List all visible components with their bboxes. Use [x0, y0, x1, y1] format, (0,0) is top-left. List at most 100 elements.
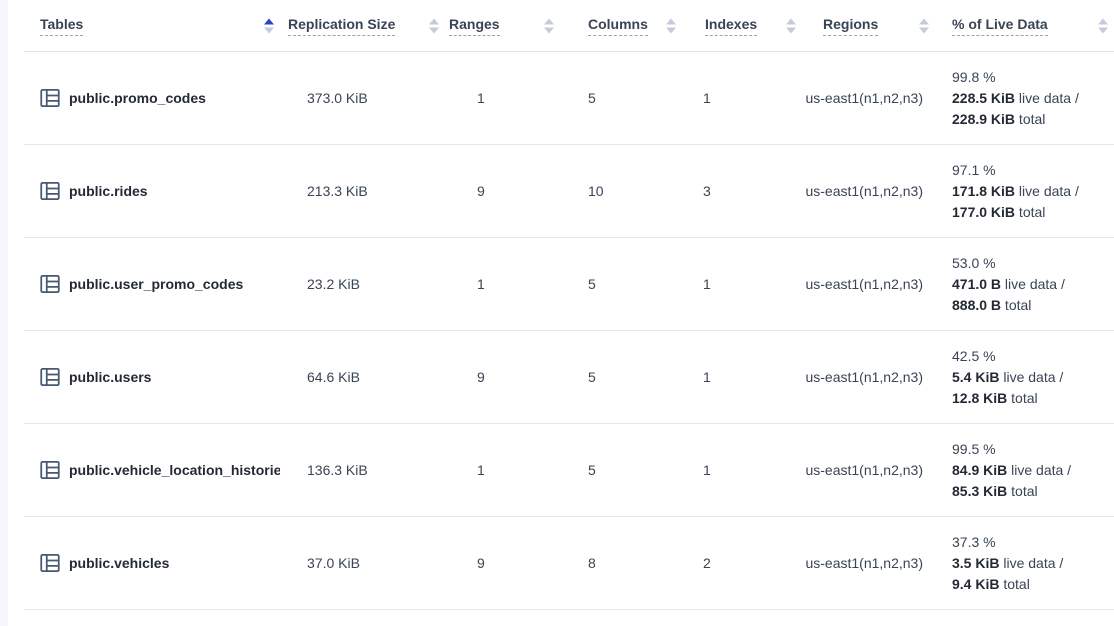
table-name-link[interactable]: public.users [69, 369, 152, 385]
sort-up-arrow-icon [1098, 18, 1108, 24]
regions-cell: us-east1(n1,n2,n3) [805, 90, 923, 106]
replication-size-cell: 37.0 KiB [307, 555, 360, 571]
sort-down-arrow-icon [544, 27, 554, 33]
column-header-columns[interactable]: Columns [560, 0, 682, 51]
total-data-line: 12.8 KiB total [952, 388, 1114, 409]
table-name-cell: public.promo_codes [24, 88, 280, 108]
table-icon [40, 182, 60, 200]
table-name-link[interactable]: public.rides [69, 183, 148, 199]
live-data-cell: 99.5 % 84.9 KiB live data / 85.3 KiB tot… [935, 439, 1114, 502]
column-header-live-data-label[interactable]: % of Live Data [952, 16, 1048, 36]
live-data-line: 5.4 KiB live data / [952, 367, 1114, 388]
total-size-label: total [1015, 203, 1046, 220]
table-name-cell: public.vehicle_location_histories [24, 460, 280, 480]
replication-size-cell: 213.3 KiB [307, 183, 368, 199]
regions-cell: us-east1(n1,n2,n3) [805, 183, 923, 199]
columns-cell: 5 [588, 462, 596, 478]
sort-down-arrow-icon [919, 27, 929, 33]
column-header-live-data[interactable]: % of Live Data [935, 0, 1114, 51]
replication-size-cell: 373.0 KiB [307, 90, 368, 106]
sort-up-arrow-icon [544, 18, 554, 24]
regions-cell: us-east1(n1,n2,n3) [805, 555, 923, 571]
table-row: public.users 64.6 KiB 9 5 1 us-east1(n1,… [24, 331, 1114, 424]
table-icon [40, 275, 60, 293]
live-percent: 99.8 % [952, 68, 996, 85]
table-icon [40, 461, 60, 479]
total-size-value: 228.9 KiB [952, 110, 1016, 127]
ranges-cell: 9 [477, 555, 485, 571]
live-data-line: 471.0 B live data / [952, 274, 1114, 295]
replication-size-cell: 136.3 KiB [307, 462, 368, 478]
total-size-value: 888.0 B [952, 296, 1002, 313]
table-icon [40, 89, 60, 107]
table-name-link[interactable]: public.user_promo_codes [69, 276, 244, 292]
column-header-columns-label[interactable]: Columns [588, 16, 648, 36]
live-size-value: 471.0 B [952, 275, 1002, 292]
table-body: public.promo_codes 373.0 KiB 1 5 1 us-ea… [24, 52, 1114, 610]
sort-arrows-icon[interactable] [429, 18, 439, 33]
column-header-ranges[interactable]: Ranges [445, 0, 560, 51]
live-data-line: 228.5 KiB live data / [952, 88, 1114, 109]
sort-down-arrow-icon [666, 27, 676, 33]
column-header-regions-label[interactable]: Regions [823, 16, 879, 36]
total-size-label: total [1015, 110, 1046, 127]
live-data-line: 171.8 KiB live data / [952, 181, 1114, 202]
columns-cell: 5 [588, 276, 596, 292]
total-data-line: 9.4 KiB total [952, 574, 1114, 595]
ranges-cell: 9 [477, 183, 485, 199]
sort-arrows-icon[interactable] [919, 18, 929, 33]
total-data-line: 85.3 KiB total [952, 481, 1114, 502]
column-header-indexes-label[interactable]: Indexes [705, 16, 758, 36]
table-name-cell: public.users [24, 367, 280, 387]
tables-list-card: Tables Replication Size Ranges Columns [8, 0, 1114, 626]
sort-up-arrow-icon [786, 18, 796, 24]
sort-asc-icon[interactable] [264, 18, 274, 33]
column-header-tables[interactable]: Tables [24, 0, 280, 51]
live-data-cell: 99.8 % 228.5 KiB live data / 228.9 KiB t… [935, 67, 1114, 130]
indexes-cell: 1 [703, 90, 711, 106]
live-percent: 97.1 % [952, 161, 996, 178]
live-size-label: live data / [1007, 461, 1072, 478]
ranges-cell: 1 [477, 90, 485, 106]
table-name-link[interactable]: public.promo_codes [69, 90, 206, 106]
sort-down-arrow-icon [429, 27, 439, 33]
table-row: public.vehicle_location_histories 136.3 … [24, 424, 1114, 517]
live-size-label: live data / [999, 368, 1064, 385]
live-size-value: 84.9 KiB [952, 461, 1008, 478]
live-size-label: live data / [999, 554, 1064, 571]
regions-cell: us-east1(n1,n2,n3) [805, 276, 923, 292]
table-row: public.vehicles 37.0 KiB 9 8 2 us-east1(… [24, 517, 1114, 610]
regions-cell: us-east1(n1,n2,n3) [805, 462, 923, 478]
column-header-replication-size-label[interactable]: Replication Size [288, 16, 396, 36]
live-data-cell: 53.0 % 471.0 B live data / 888.0 B total [935, 253, 1114, 316]
column-header-tables-label[interactable]: Tables [40, 16, 84, 36]
indexes-cell: 1 [703, 369, 711, 385]
total-size-value: 85.3 KiB [952, 482, 1008, 499]
live-data-cell: 42.5 % 5.4 KiB live data / 12.8 KiB tota… [935, 346, 1114, 409]
column-header-replication-size[interactable]: Replication Size [280, 0, 445, 51]
sort-arrows-icon[interactable] [544, 18, 554, 33]
live-percent: 53.0 % [952, 254, 996, 271]
sort-arrows-icon[interactable] [786, 18, 796, 33]
live-percent: 37.3 % [952, 533, 996, 550]
table-icon [40, 554, 60, 572]
table-header-row: Tables Replication Size Ranges Columns [24, 0, 1114, 52]
column-header-indexes[interactable]: Indexes [682, 0, 802, 51]
live-percent: 99.5 % [952, 440, 996, 457]
table-name-link[interactable]: public.vehicles [69, 555, 170, 571]
live-size-label: live data / [1015, 182, 1079, 199]
sort-arrows-icon[interactable] [1098, 18, 1108, 33]
total-size-label: total [999, 575, 1030, 592]
sort-up-arrow-icon [264, 18, 274, 24]
table-name-cell: public.vehicles [24, 553, 280, 573]
sort-up-arrow-icon [919, 18, 929, 24]
total-size-label: total [1001, 296, 1032, 313]
columns-cell: 5 [588, 90, 596, 106]
indexes-cell: 1 [703, 462, 711, 478]
live-size-value: 171.8 KiB [952, 182, 1016, 199]
sort-arrows-icon[interactable] [666, 18, 676, 33]
column-header-regions[interactable]: Regions [802, 0, 935, 51]
column-header-ranges-label[interactable]: Ranges [449, 16, 500, 36]
total-size-value: 9.4 KiB [952, 575, 1000, 592]
table-name-link[interactable]: public.vehicle_location_histories [69, 462, 280, 478]
